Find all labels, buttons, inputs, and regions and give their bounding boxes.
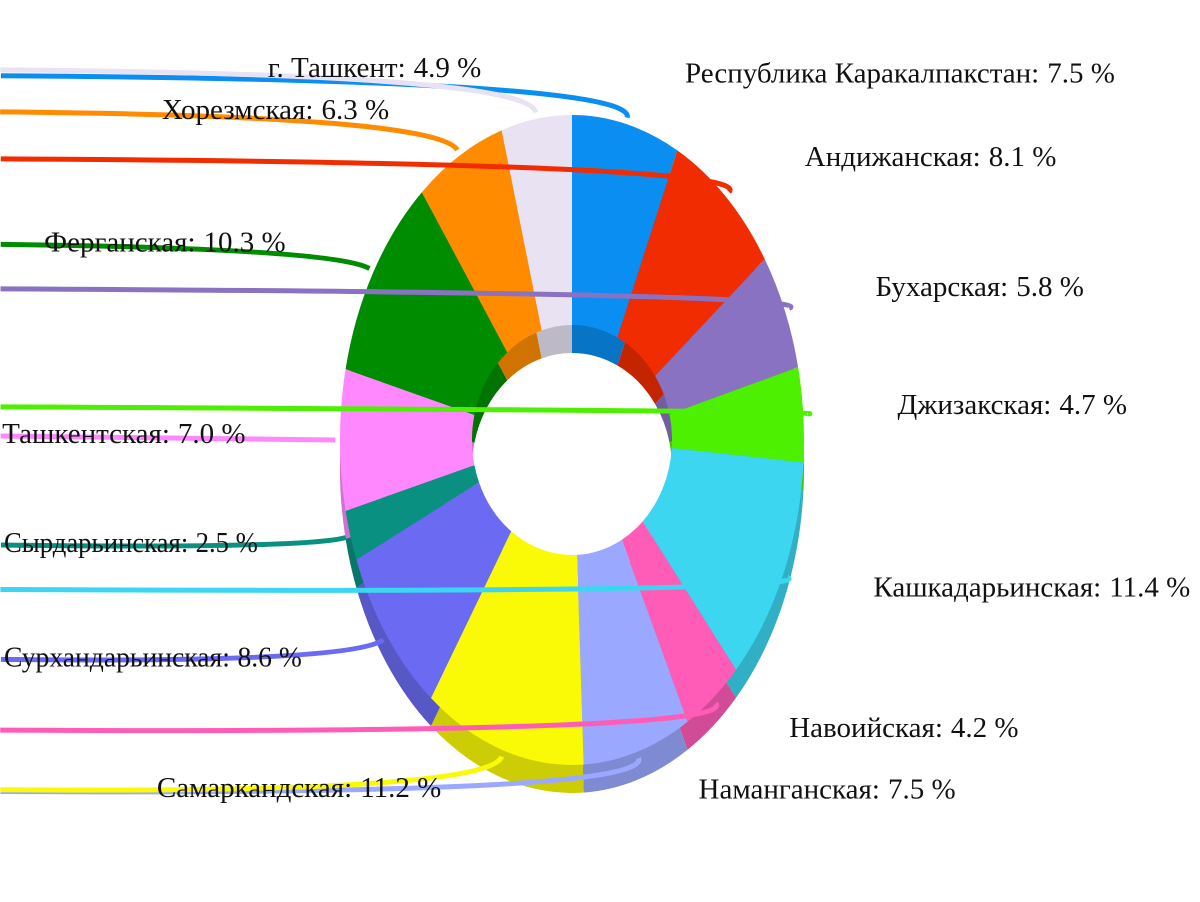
category-label: Самаркандская: xyxy=(157,771,352,803)
value-label: 6.3 % xyxy=(321,94,389,126)
category-label: Ташкентская: xyxy=(2,418,170,450)
data-label: Сырдарьинская:2.5 % xyxy=(4,527,258,559)
leader-line xyxy=(0,433,336,443)
value-label: 7.5 % xyxy=(1047,57,1115,89)
leader-line xyxy=(0,109,460,152)
slice xyxy=(345,465,480,560)
slice xyxy=(621,521,737,722)
slice-tops xyxy=(339,115,804,765)
category-label: Ферганская: xyxy=(44,226,195,258)
leader-line xyxy=(0,241,371,271)
data-label: Сурхандарьинская:8.6 % xyxy=(4,641,302,673)
leader-line xyxy=(0,73,630,119)
value-label: 4.7 % xyxy=(1059,389,1127,421)
category-label: Андижанская: xyxy=(805,141,981,173)
slice xyxy=(617,150,765,376)
value-label: 4.2 % xyxy=(951,712,1019,744)
slice xyxy=(669,367,804,463)
leader-line xyxy=(0,404,813,417)
value-label: 11.2 % xyxy=(360,771,441,803)
leader-line xyxy=(0,701,720,734)
data-label: Джизакская: 4.7 % xyxy=(898,389,1127,421)
category-label: Сурхандарьинская: xyxy=(4,641,230,673)
category-label: Кашкадарьинская: xyxy=(873,571,1101,603)
category-label: Сырдарьинская: xyxy=(4,527,188,559)
data-label: Андижанская: 8.1 % xyxy=(805,141,1057,173)
category-label: Бухарская: xyxy=(876,271,1009,303)
category-label: Джизакская: xyxy=(898,389,1052,421)
category-label: Наманганская: xyxy=(699,773,880,805)
category-label: г. Ташкент: xyxy=(268,52,406,84)
slice xyxy=(345,192,508,415)
data-label: Навоийская: 4.2 % xyxy=(789,712,1018,744)
leader-line xyxy=(0,637,385,663)
value-label: 10.3 % xyxy=(204,226,286,258)
value-label: 8.1 % xyxy=(989,141,1057,173)
leader-line xyxy=(0,286,794,311)
labels: Республика Каракалпакстан: 7.5 %Андижанск… xyxy=(0,52,1190,805)
leader-line xyxy=(0,535,347,549)
leader-line xyxy=(0,575,792,593)
leader-line xyxy=(0,156,733,194)
data-label: Республика Каракалпакстан: 7.5 % xyxy=(685,57,1115,89)
data-label: Ферганская: 10.3 % xyxy=(44,226,286,258)
value-label: 2.5 % xyxy=(196,527,258,559)
value-label: 11.4 % xyxy=(1109,571,1190,603)
slice xyxy=(339,369,475,511)
slice xyxy=(642,447,804,670)
value-label: 4.9 % xyxy=(414,52,482,84)
value-label: 7.0 % xyxy=(178,418,246,450)
slice xyxy=(655,259,799,415)
value-label: 7.5 % xyxy=(888,773,956,805)
data-label: г. Ташкент: 4.9 % xyxy=(268,52,481,84)
data-label: Бухарская: 5.8 % xyxy=(876,271,1084,303)
data-label: Кашкадарьинская: 11.4 % xyxy=(873,571,1190,603)
data-label: Самаркандская: 11.2 % xyxy=(157,771,441,803)
value-label: 8.6 % xyxy=(237,641,301,673)
value-label: 5.8 % xyxy=(1016,271,1084,303)
category-label: Республика Каракалпакстан: xyxy=(685,57,1039,89)
slice xyxy=(577,539,688,765)
category-label: Хорезмская: xyxy=(162,94,314,126)
slice xyxy=(421,130,542,353)
leader-line xyxy=(0,67,539,114)
data-label: Наманганская: 7.5 % xyxy=(699,773,956,805)
category-label: Навоийская: xyxy=(789,712,943,744)
data-label: Хорезмская: 6.3 % xyxy=(162,94,389,126)
data-label: Ташкентская: 7.0 % xyxy=(2,418,245,450)
leader-line xyxy=(0,755,505,793)
